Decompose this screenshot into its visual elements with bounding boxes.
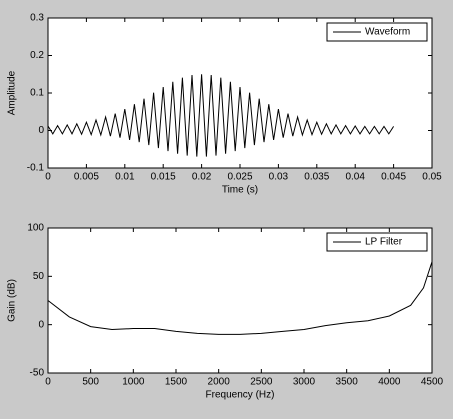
y-tick-label: 0.3 <box>30 13 44 24</box>
data-line <box>47 74 395 157</box>
x-tick-label: 0.03 <box>269 172 289 183</box>
y-tick-label: 0.1 <box>30 88 44 99</box>
x-tick-label: 0.02 <box>192 172 212 183</box>
x-tick-label: 0.005 <box>74 172 99 183</box>
legend-label: Waveform <box>365 27 410 38</box>
x-tick-label: 0.015 <box>151 172 176 183</box>
x-tick-label: 1500 <box>165 377 188 388</box>
x-tick-label: 3000 <box>293 377 316 388</box>
x-tick-label: 1000 <box>122 377 145 388</box>
y-tick-label: 0 <box>38 319 44 330</box>
y-tick-label: 50 <box>33 271 45 282</box>
x-tick-label: 0 <box>45 377 51 388</box>
y-tick-label: -0.1 <box>27 163 45 174</box>
x-tick-label: 3500 <box>336 377 359 388</box>
y-tick-label: 0.2 <box>30 50 44 61</box>
x-axis-label: Frequency (Hz) <box>206 390 275 401</box>
x-tick-label: 0.025 <box>227 172 252 183</box>
x-tick-label: 0.045 <box>381 172 406 183</box>
x-tick-label: 0 <box>45 172 51 183</box>
x-tick-label: 2000 <box>208 377 231 388</box>
legend-box <box>326 22 428 42</box>
legend-label: LP Filter <box>365 237 403 248</box>
y-axis-label: Amplitude <box>7 70 18 115</box>
x-tick-label: 500 <box>82 377 99 388</box>
x-tick-label: 0.04 <box>345 172 365 183</box>
data-line <box>47 261 433 335</box>
y-tick-label: -50 <box>30 368 45 379</box>
legend-box <box>326 232 428 252</box>
x-tick-label: 4000 <box>378 377 401 388</box>
x-tick-label: 0.035 <box>304 172 329 183</box>
y-tick-label: 0 <box>38 125 44 136</box>
x-tick-label: 0.01 <box>115 172 135 183</box>
y-axis-label: Gain (dB) <box>7 279 18 322</box>
x-tick-label: 0.05 <box>422 172 442 183</box>
plot-area <box>47 227 433 374</box>
x-tick-label: 4500 <box>421 377 444 388</box>
x-tick-label: 2500 <box>250 377 273 388</box>
y-tick-label: 100 <box>27 223 44 234</box>
x-axis-label: Time (s) <box>222 185 258 196</box>
